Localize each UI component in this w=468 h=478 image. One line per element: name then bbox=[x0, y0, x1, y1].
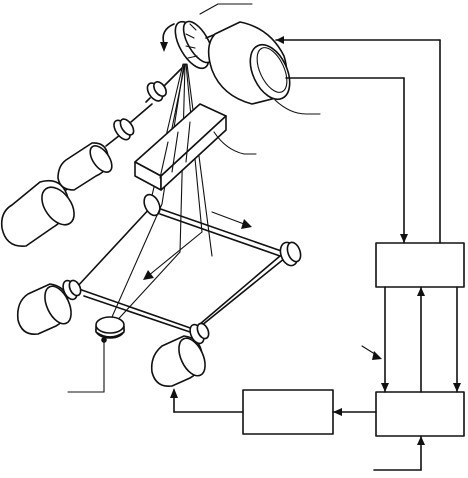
left-motor-end bbox=[44, 285, 72, 325]
reflected-beam-3 bbox=[147, 231, 203, 277]
link-down-2-arrow bbox=[453, 383, 461, 392]
right-motor-end bbox=[178, 337, 206, 377]
polygon-leader bbox=[199, 3, 219, 15]
facet-line-2 bbox=[185, 33, 195, 39]
facet-line-1 bbox=[189, 23, 197, 31]
right-roller-bearing-b bbox=[196, 322, 210, 340]
block-upper bbox=[375, 242, 465, 288]
left-drive-motor bbox=[16, 279, 82, 336]
reflected-arrowhead bbox=[143, 270, 154, 280]
lens-side-face bbox=[160, 115, 227, 191]
block-lower bbox=[375, 391, 465, 437]
upper-shaft-5 bbox=[163, 67, 183, 87]
lower-axle bbox=[75, 287, 197, 331]
scan-direction-arrowhead bbox=[241, 219, 252, 229]
block-left bbox=[242, 389, 334, 435]
upper-motor-assembly bbox=[0, 67, 183, 247]
scan-direction-line bbox=[211, 211, 245, 225]
detector-top bbox=[95, 316, 125, 334]
control-electronics bbox=[170, 36, 465, 471]
film-transport bbox=[75, 193, 302, 333]
upper-bearing-1b bbox=[119, 118, 135, 136]
upper-coupling-end bbox=[89, 145, 113, 173]
lens-leader bbox=[213, 131, 257, 155]
motor-leader bbox=[274, 99, 321, 115]
facet-line-3 bbox=[185, 45, 196, 49]
wire-mid-arrowhead bbox=[400, 234, 408, 243]
input-arrow bbox=[417, 436, 425, 445]
rear-roller-right-end bbox=[286, 241, 302, 263]
upper-axle bbox=[151, 205, 291, 255]
film-right bbox=[199, 255, 281, 325]
upper-shaft-2 bbox=[105, 134, 121, 147]
left-edge bbox=[75, 205, 153, 289]
film-top bbox=[159, 213, 281, 257]
rotation-arrow-arc bbox=[162, 23, 175, 45]
beam-through-1 bbox=[159, 141, 169, 179]
upper-shaft-3 bbox=[130, 103, 153, 123]
upper-motor-end bbox=[41, 186, 75, 226]
link-up-arrow bbox=[417, 287, 425, 296]
right-edge bbox=[195, 253, 291, 331]
beam-through-3 bbox=[185, 121, 191, 163]
wire-lower-left-arrow bbox=[333, 408, 342, 416]
polygon-mirror-assembly bbox=[160, 3, 321, 115]
wire-top-arrowhead bbox=[276, 36, 284, 44]
polygon-motor-rim bbox=[256, 47, 288, 93]
reflected-beam-2 bbox=[111, 251, 181, 327]
beam-5 bbox=[186, 63, 213, 257]
right-drive-motor bbox=[150, 322, 210, 388]
left-roller-bearing-b bbox=[68, 279, 82, 297]
photodetector bbox=[67, 316, 125, 393]
upper-shaft-4 bbox=[145, 97, 151, 103]
reflected-beam-1 bbox=[107, 203, 163, 327]
wire-to-motor-arrow bbox=[170, 388, 178, 398]
links-leader-arrow bbox=[372, 351, 382, 360]
beam-through-2 bbox=[171, 131, 179, 173]
rotation-arrowhead bbox=[160, 42, 168, 52]
facet-line-4 bbox=[187, 55, 198, 59]
f-theta-lens bbox=[134, 103, 257, 191]
link-down-1-arrow bbox=[381, 383, 389, 392]
film-bottom bbox=[83, 295, 191, 333]
